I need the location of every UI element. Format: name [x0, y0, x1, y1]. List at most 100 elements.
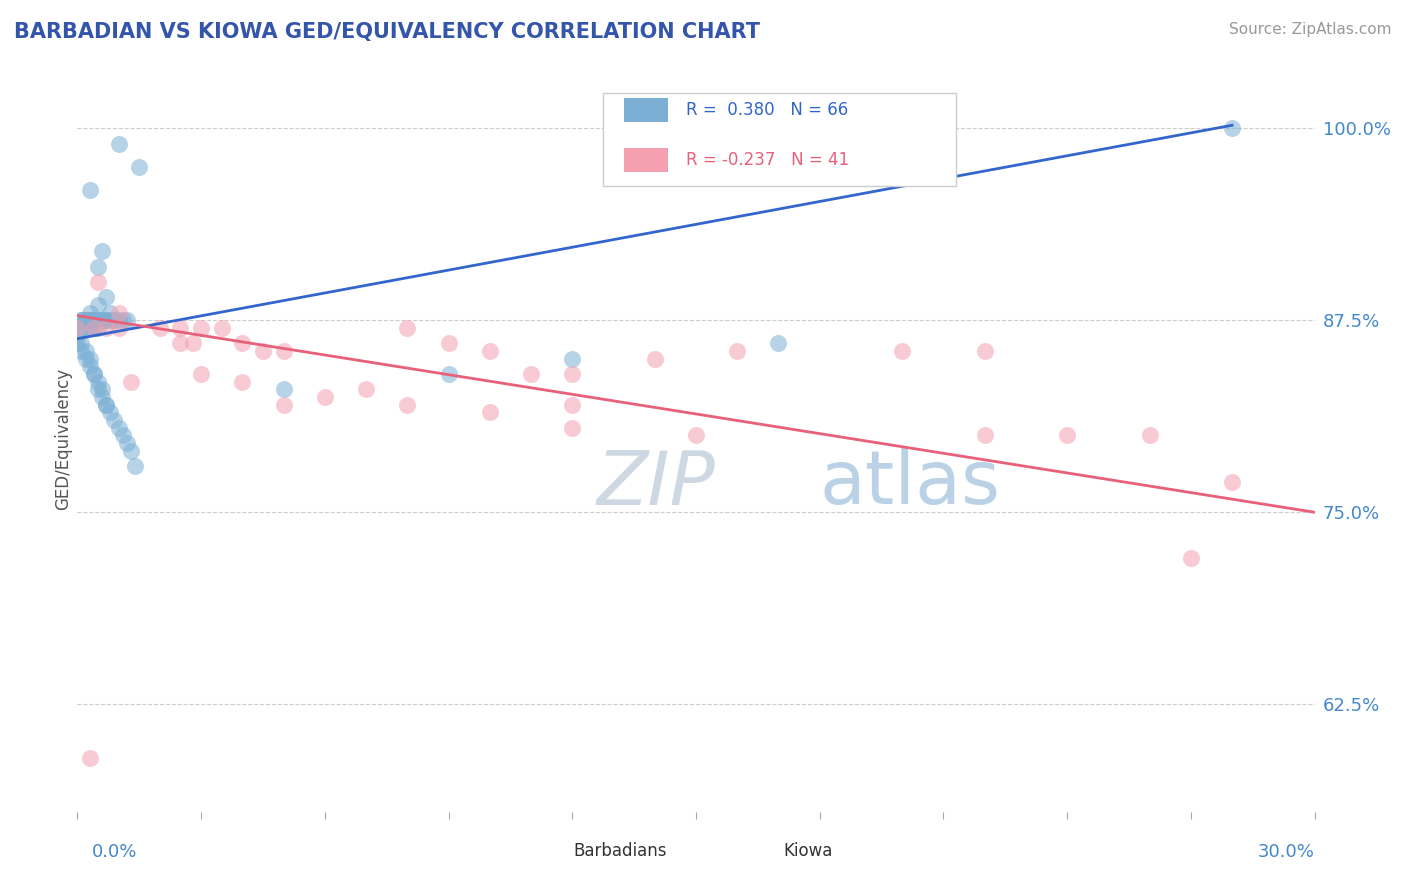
Point — [1056, 428, 1078, 442]
Text: R =  0.380   N = 66: R = 0.380 N = 66 — [686, 102, 848, 120]
Point — [561, 351, 583, 366]
Point — [644, 351, 666, 366]
Point — [91, 244, 114, 259]
Point — [354, 383, 377, 397]
Point — [107, 305, 129, 319]
Point — [103, 313, 125, 327]
Text: Source: ZipAtlas.com: Source: ZipAtlas.com — [1229, 22, 1392, 37]
Point — [75, 344, 97, 359]
Point — [96, 398, 118, 412]
Point — [128, 160, 150, 174]
Point — [190, 321, 212, 335]
Point — [87, 375, 110, 389]
Point — [725, 344, 748, 359]
Point — [79, 183, 101, 197]
Point — [83, 313, 105, 327]
Point — [96, 290, 118, 304]
Point — [252, 344, 274, 359]
Point — [83, 367, 105, 381]
Point — [314, 390, 336, 404]
Point — [83, 313, 105, 327]
Point — [79, 313, 101, 327]
Point — [70, 336, 93, 351]
Point — [91, 390, 114, 404]
Point — [87, 321, 110, 335]
Point — [66, 336, 89, 351]
Point — [107, 421, 129, 435]
Point — [83, 313, 105, 327]
Point — [231, 336, 253, 351]
Point — [103, 413, 125, 427]
Point — [1139, 428, 1161, 442]
Point — [273, 398, 295, 412]
Point — [79, 751, 101, 765]
Point — [70, 321, 93, 335]
Text: 0.0%: 0.0% — [91, 843, 136, 861]
Point — [96, 398, 118, 412]
Point — [66, 328, 89, 343]
Point — [87, 260, 110, 274]
Point — [107, 136, 129, 151]
Point — [107, 313, 129, 327]
FancyBboxPatch shape — [624, 98, 668, 122]
Point — [79, 313, 101, 327]
FancyBboxPatch shape — [603, 93, 956, 186]
Point — [83, 367, 105, 381]
Text: ZIP: ZIP — [598, 448, 716, 520]
Point — [96, 321, 118, 335]
Point — [103, 313, 125, 327]
Point — [181, 336, 204, 351]
Point — [169, 321, 191, 335]
Point — [79, 305, 101, 319]
Point — [107, 321, 129, 335]
Point — [70, 313, 93, 327]
Point — [973, 428, 995, 442]
Point — [115, 313, 138, 327]
Point — [396, 321, 419, 335]
Point — [124, 459, 146, 474]
Point — [96, 313, 118, 327]
Point — [437, 336, 460, 351]
Point — [98, 405, 121, 419]
Point — [111, 313, 134, 327]
Text: Kiowa: Kiowa — [783, 842, 832, 860]
Point — [79, 351, 101, 366]
Point — [120, 443, 142, 458]
Point — [169, 336, 191, 351]
Point — [79, 359, 101, 374]
Point — [79, 313, 101, 327]
Point — [111, 428, 134, 442]
Point — [98, 305, 121, 319]
Point — [768, 336, 790, 351]
Point — [1180, 551, 1202, 566]
Point — [149, 321, 172, 335]
Text: BARBADIAN VS KIOWA GED/EQUIVALENCY CORRELATION CHART: BARBADIAN VS KIOWA GED/EQUIVALENCY CORRE… — [14, 22, 761, 42]
Point — [973, 344, 995, 359]
Point — [83, 321, 105, 335]
FancyBboxPatch shape — [523, 845, 558, 858]
Point — [478, 344, 501, 359]
Point — [75, 351, 97, 366]
Point — [190, 367, 212, 381]
Point — [91, 313, 114, 327]
Point — [561, 398, 583, 412]
Point — [98, 313, 121, 327]
Y-axis label: GED/Equivalency: GED/Equivalency — [53, 368, 72, 510]
Point — [70, 313, 93, 327]
Point — [561, 367, 583, 381]
Point — [96, 313, 118, 327]
Point — [437, 367, 460, 381]
Point — [87, 275, 110, 289]
Point — [83, 321, 105, 335]
Text: 30.0%: 30.0% — [1258, 843, 1315, 861]
Point — [520, 367, 543, 381]
Point — [91, 313, 114, 327]
Point — [396, 398, 419, 412]
Point — [66, 321, 89, 335]
Point — [120, 375, 142, 389]
Point — [75, 313, 97, 327]
FancyBboxPatch shape — [624, 148, 668, 172]
Point — [1220, 121, 1243, 136]
Point — [91, 313, 114, 327]
Point — [273, 383, 295, 397]
